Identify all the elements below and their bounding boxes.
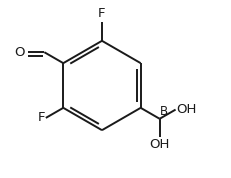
Text: F: F [98, 7, 105, 20]
Text: B: B [160, 105, 168, 118]
Text: O: O [15, 46, 25, 59]
Text: OH: OH [149, 138, 169, 151]
Text: F: F [37, 111, 45, 124]
Text: OH: OH [176, 103, 196, 116]
